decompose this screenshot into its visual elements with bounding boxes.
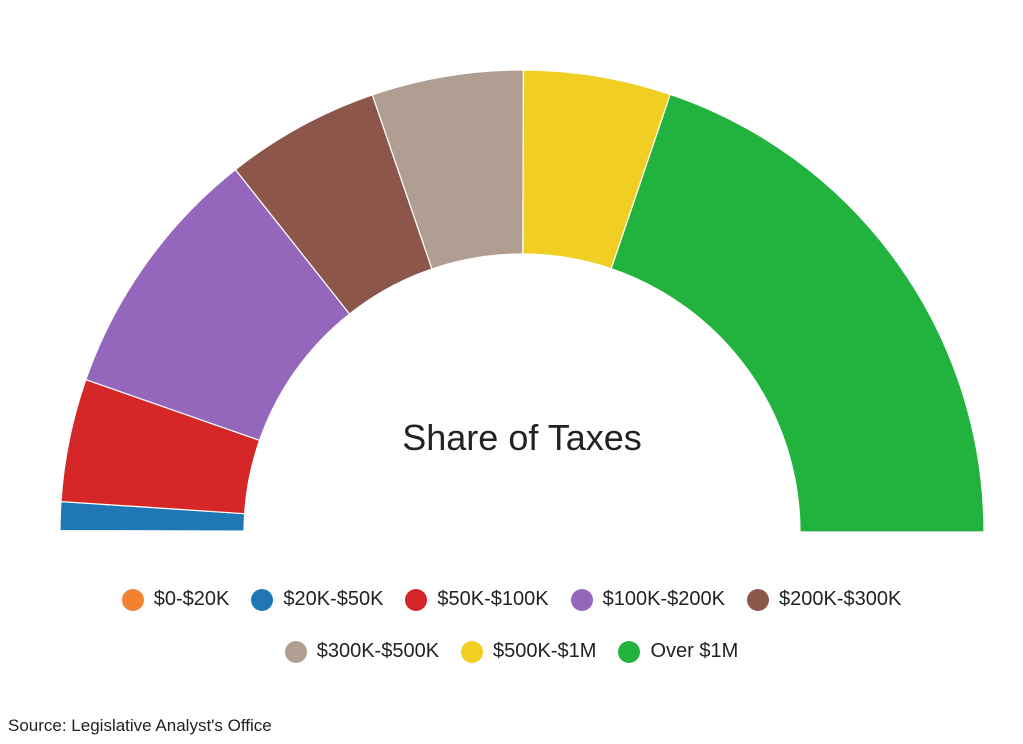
legend-label: $300K-$500K: [316, 640, 440, 662]
legend-item: $0-$20K: [121, 588, 230, 611]
legend-label: $0-$20K: [153, 588, 230, 610]
legend-swatch: [570, 588, 593, 611]
legend-label: $20K-$50K: [283, 588, 384, 610]
legend-swatch: [461, 640, 484, 663]
legend-swatch: [251, 588, 274, 611]
legend-label: $500K-$1M: [493, 640, 597, 662]
chart-title: Share of Taxes: [402, 417, 641, 458]
source-note: Source: Legislative Analyst's Office: [8, 716, 272, 735]
legend-row-1: $0-$20K $20K-$50K $50K-$100K $100K-$200K $20…: [0, 588, 1023, 611]
legend-label: $200K-$300K: [778, 588, 902, 610]
legend-item: $500K-$1M: [461, 640, 596, 663]
legend-swatch: [746, 588, 769, 611]
legend-swatch: [121, 588, 144, 611]
legend-item: $200K-$300K: [746, 588, 902, 611]
legend-label: $50K-$100K: [437, 588, 549, 610]
legend-item: $300K-$500K: [284, 640, 440, 663]
slice-over-1m: [610, 93, 985, 533]
legend-label: Over $1M: [650, 640, 739, 662]
legend-swatch: [405, 588, 428, 611]
legend-label: $100K-$200K: [602, 588, 725, 610]
legend-row-2: $300K-$500K $500K-$1M Over $1M: [0, 640, 1023, 663]
legend-item: $100K-$200K: [570, 588, 725, 611]
legend-item: $50K-$100K: [405, 588, 549, 611]
half-donut-chart: Share of Taxes: [59, 69, 985, 533]
legend-swatch: [284, 640, 307, 663]
legend-item: $20K-$50K: [251, 588, 383, 611]
legend-item: Over $1M: [618, 640, 738, 663]
legend-swatch: [618, 640, 641, 663]
